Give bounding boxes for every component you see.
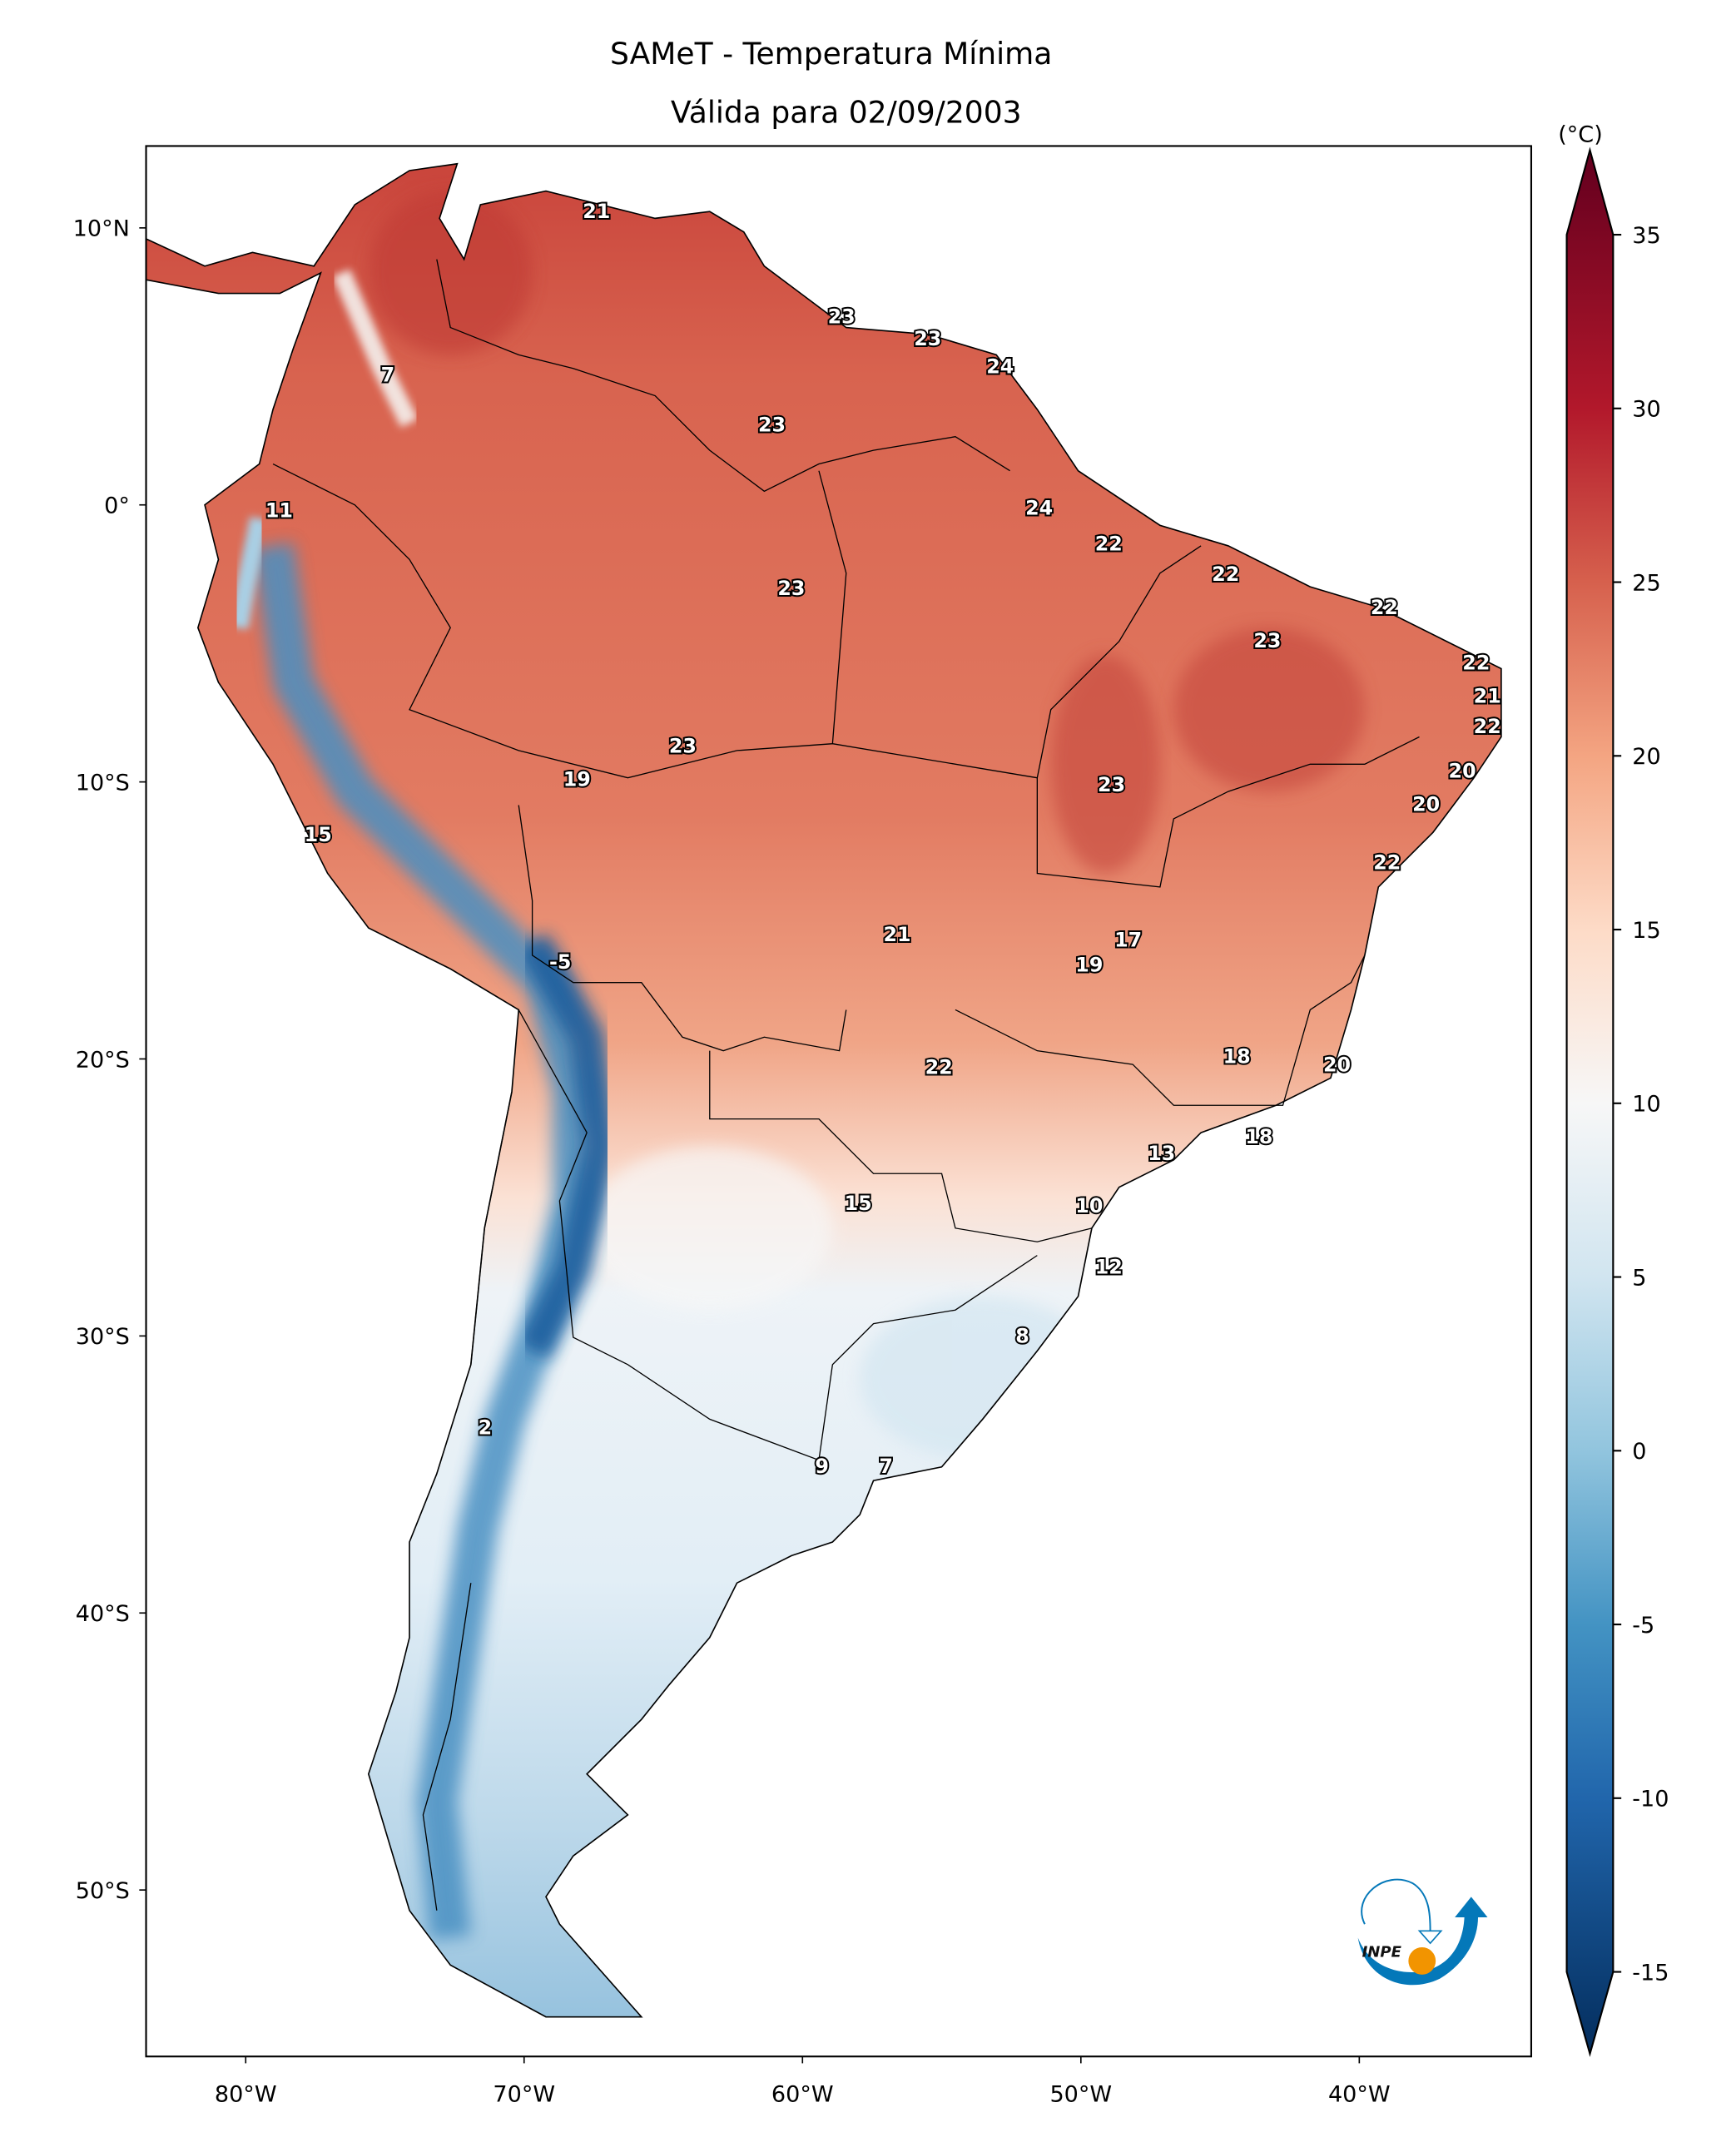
station-value-label: 21 [583,200,610,223]
station-value-label: 7 [381,363,395,386]
station-value-label: 12 [1095,1255,1123,1278]
inpe-logo: INPE [1357,1878,1488,1986]
lat-tick-label: 10°N [73,216,130,242]
lat-tick-label: 10°S [76,770,130,796]
colorbar-bar [1565,146,1614,2057]
country-borders [272,259,1420,1911]
title-line-2: Válida para 02/09/2003 [671,96,1022,131]
colorbar-tick-label: 30 [1632,397,1660,423]
colorbar-unit: (°C) [1558,122,1603,148]
station-value-label: 22 [1371,596,1398,619]
lat-tick-label: 30°S [76,1324,130,1350]
logo-text: INPE [1362,1944,1402,1961]
station-value-label: 18 [1245,1125,1272,1148]
station-value-label: 20 [1449,760,1476,783]
map-panel: 21 23 23 24 7 23 11 24 22 22 23 22 23 22 21 22 23 20 19 23 2… [145,145,1533,2058]
station-value-label: -5 [549,950,571,974]
station-value-label: 23 [777,577,805,600]
colorbar-tick-label: -10 [1632,1787,1669,1812]
station-value-label: 11 [265,499,293,523]
colorbar-tick-label: 25 [1632,570,1660,596]
colorbar-tick-label: -5 [1632,1613,1654,1639]
station-value-label: 22 [1462,652,1490,675]
station-value-label: 20 [1412,792,1440,816]
station-value-label: 22 [1212,563,1239,586]
station-value-label: 22 [1095,533,1123,556]
map-frame [145,145,1533,2058]
station-value-label: 24 [986,355,1014,378]
latitude-axis: 10°N 0° 10°S 20°S 30°S 40°S 50°S [73,216,146,1904]
station-value-label: 22 [1373,850,1401,874]
station-value-label: 21 [1474,685,1501,708]
station-value-label: 7 [879,1455,893,1478]
station-value-label: 17 [1114,929,1142,952]
lat-tick-label: 50°S [76,1878,130,1904]
station-value-label: 22 [925,1056,953,1079]
colorbar-tick-label: 35 [1632,223,1660,249]
title-line-1: SAMeT - Temperatura Mínima [610,37,1052,72]
station-value-label: 23 [1098,773,1125,796]
station-value-label: 15 [845,1192,872,1215]
colorbar-tick-label: 15 [1632,918,1660,944]
station-value-label: 9 [815,1455,829,1478]
colorbar-tick-label: 20 [1632,744,1660,770]
lon-tick-label: 50°W [1049,2081,1112,2107]
station-value-label: 2 [479,1416,493,1439]
lon-tick-label: 70°W [493,2081,555,2107]
station-value-label: 23 [758,413,786,436]
colorbar-tick-label: 0 [1632,1439,1646,1465]
station-value-label: 18 [1223,1044,1251,1068]
station-value-label: 19 [1075,954,1103,977]
station-value-label: 21 [883,923,910,946]
station-value-label: 23 [914,327,941,350]
lon-tick-label: 60°W [771,2081,834,2107]
station-value-label: 20 [1323,1053,1351,1076]
colorbar-tick-label: 10 [1632,1092,1660,1118]
station-value-label: 15 [305,823,332,846]
station-value-label: 8 [1015,1325,1029,1348]
longitude-axis: 80°W 70°W 60°W 50°W 40°W [215,2056,1391,2107]
lon-tick-label: 40°W [1328,2081,1391,2107]
colorbar-ticks: 35 30 25 20 15 10 5 0 -5 -10 -15 [1613,223,1669,1986]
lon-tick-label: 80°W [215,2081,277,2107]
lat-tick-label: 20°S [76,1047,130,1073]
station-value-label: 13 [1148,1142,1175,1165]
station-value-label: 10 [1075,1194,1103,1217]
colorbar: (°C) 35 30 25 20 15 10 5 0 -5 -10 -15 [1558,122,1669,2057]
station-value-label: 24 [1025,496,1053,519]
colorbar-tick-label: -15 [1632,1960,1669,1986]
station-labels: 21 23 23 24 7 23 11 24 22 22 23 22 23 22 21 22 23 20 19 23 2… [264,198,1503,1480]
station-value-label: 19 [563,767,591,791]
lat-tick-label: 0° [104,493,130,519]
station-value-label: 23 [669,735,697,758]
station-value-label: 23 [828,305,856,329]
colorbar-tick-label: 5 [1632,1265,1646,1291]
station-value-label: 22 [1474,715,1501,738]
lat-tick-label: 40°S [76,1601,130,1627]
station-value-label: 23 [1253,629,1281,652]
